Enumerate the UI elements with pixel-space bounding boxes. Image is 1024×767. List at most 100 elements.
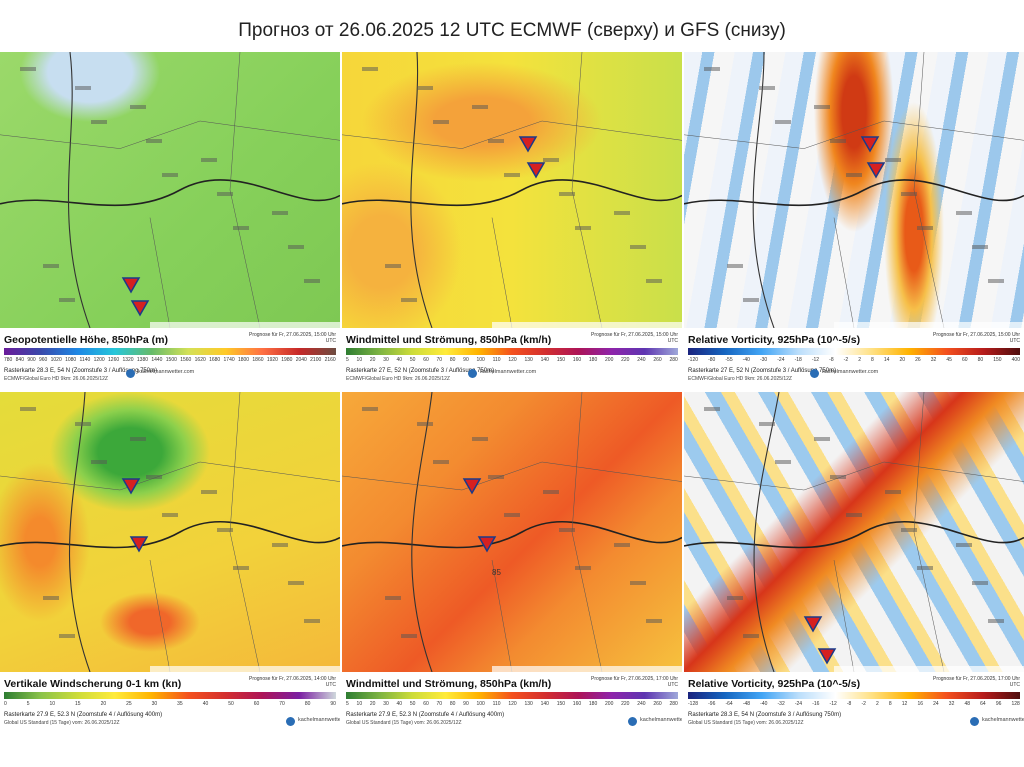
forecast-panel: Relative Vorticity, 925hPa (10^-5/s) Prog… [684, 52, 1024, 386]
colorbar-tick-label: 1500 [165, 357, 177, 363]
city-label [362, 67, 378, 71]
colorbar-tick-label: -40 [742, 357, 750, 363]
colorbar-tick-label: 1860 [252, 357, 264, 363]
city-label [846, 173, 862, 177]
colorbar-tick-label: 2100 [310, 357, 322, 363]
city-label [543, 490, 559, 494]
model-run: ECMWF/Global Euro HD 9km: 26.06.2025/12Z [4, 376, 108, 382]
forecast-panel: Geopotentielle Höhe, 850hPa (m) Prognose … [0, 52, 340, 386]
city-label [956, 543, 972, 547]
copyright-strip [834, 322, 1024, 328]
city-label [575, 566, 591, 570]
colorbar-tick-label: -96 [708, 701, 716, 707]
colorbar-tick-label: -12 [829, 701, 837, 707]
colorbar-tick-label: 280 [669, 357, 678, 363]
weather-map [0, 52, 340, 328]
colorbar-tick-label: 40 [396, 701, 403, 707]
grid-location: Rasterkarte 27 E, 52 N (Zoomstufe 3 / Au… [346, 368, 495, 374]
city-label [401, 298, 417, 302]
colorbar-tick-label: 128 [1011, 701, 1020, 707]
city-label [91, 120, 107, 124]
legend: Relative Vorticity, 925hPa (10^-5/s) Prog… [684, 328, 1024, 386]
city-label [630, 581, 646, 585]
colorbar-ticks: 780 840 900 960 1020 1080 1140 1200 1260 1320 1380… [4, 357, 336, 363]
colorbar-ticks: 5 10 20 30 40 50 60 70 80 90 100 110 120 130 140 150 160… [346, 701, 678, 707]
colorbar-tick-label: 50 [409, 357, 416, 363]
colorbar [346, 692, 678, 699]
city-label [233, 226, 249, 230]
colorbar-tick-label: 140 [540, 701, 549, 707]
region-line [0, 392, 340, 672]
colorbar-tick-label: 8 [871, 357, 874, 363]
colorbar-tick-label: 8 [888, 701, 892, 707]
colorbar-tick-label: 900 [27, 357, 36, 363]
colorbar-tick-label: 1620 [194, 357, 206, 363]
border [411, 392, 433, 672]
legend-title: Relative Vorticity, 925hPa (10^-5/s) [688, 334, 861, 346]
city-label [288, 581, 304, 585]
map-overlay [342, 52, 682, 328]
colorbar-tick-label: -2 [861, 701, 866, 707]
colorbar-tick-label: 2160 [324, 357, 336, 363]
colorbar-tick-label: 110 [492, 701, 501, 707]
location-marker [462, 478, 482, 495]
colorbar-tick-label: 48 [964, 701, 971, 707]
forecast-time: Prognose für Fr, 27.06.2025, 15:00 Uhr U… [933, 332, 1020, 344]
colorbar-tick-label: 150 [993, 357, 1002, 363]
city-label [917, 226, 933, 230]
colorbar-tick-label: 80 [449, 357, 456, 363]
copyright-strip [150, 666, 340, 672]
forecast-time: Prognose für Fr, 27.06.2025, 15:00 Uhr U… [591, 332, 678, 344]
colorbar-tick-label: 10 [356, 701, 363, 707]
colorbar-tick-label: -32 [777, 701, 785, 707]
slide-title: Прогноз от 26.06.2025 12 UTC ECMWF (свер… [238, 20, 786, 41]
city-label [614, 543, 630, 547]
city-label [272, 211, 288, 215]
border [68, 392, 91, 672]
colorbar-tick-label: 260 [653, 701, 662, 707]
copyright-strip [492, 666, 682, 672]
city-label [20, 67, 36, 71]
colorbar-tick-label: 120 [508, 357, 517, 363]
location-marker [803, 616, 823, 633]
colorbar-tick-label: 180 [588, 701, 598, 707]
colorbar-tick-label: 1380 [136, 357, 149, 363]
colorbar-tick-label: 64 [980, 701, 986, 707]
legend-title: Windmittel und Strömung, 850hPa (km/h) [346, 678, 552, 690]
city-label [504, 173, 520, 177]
colorbar-tick-label: 15 [75, 701, 81, 707]
colorbar-tick-label: 2040 [295, 357, 307, 363]
city-label [130, 437, 146, 441]
city-label [75, 422, 91, 426]
city-label [162, 513, 178, 517]
city-label [575, 226, 591, 230]
colorbar-tick-label: 140 [540, 357, 549, 363]
colorbar-tick-label: -120 [688, 357, 699, 363]
colorbar-tick-label: 100 [476, 701, 485, 707]
copyright-strip [834, 666, 1024, 672]
city-label [488, 139, 504, 143]
copyright-strip [492, 322, 682, 328]
colorbar-tick-label: 16 [917, 701, 924, 707]
colorbar-tick-label: 1440 [151, 357, 163, 363]
colorbar-tick-label: 20 [369, 357, 376, 363]
colorbar-tick-label: 26 [915, 357, 921, 363]
colorbar-tick-label: 1320 [122, 357, 134, 363]
colorbar-tick-label: -24 [794, 701, 803, 707]
colorbar-tick-label: 960 [38, 357, 48, 363]
map-overlay [684, 392, 1024, 672]
colorbar-tick-label: 1260 [108, 357, 120, 363]
city-label [543, 158, 559, 162]
colorbar-tick-label: -24 [777, 357, 785, 363]
border [752, 52, 775, 328]
city-label [417, 86, 433, 90]
forecast-panel: Relative Vorticity, 925hPa (10^-5/s) Prog… [684, 392, 1024, 734]
city-label [559, 192, 575, 196]
colorbar-tick-label: 220 [621, 701, 630, 707]
map-overlay [684, 52, 1024, 328]
colorbar-tick-label: 20 [369, 701, 376, 707]
city-label [401, 634, 417, 638]
border [342, 179, 682, 207]
city-label [43, 264, 59, 268]
city-label [885, 158, 901, 162]
